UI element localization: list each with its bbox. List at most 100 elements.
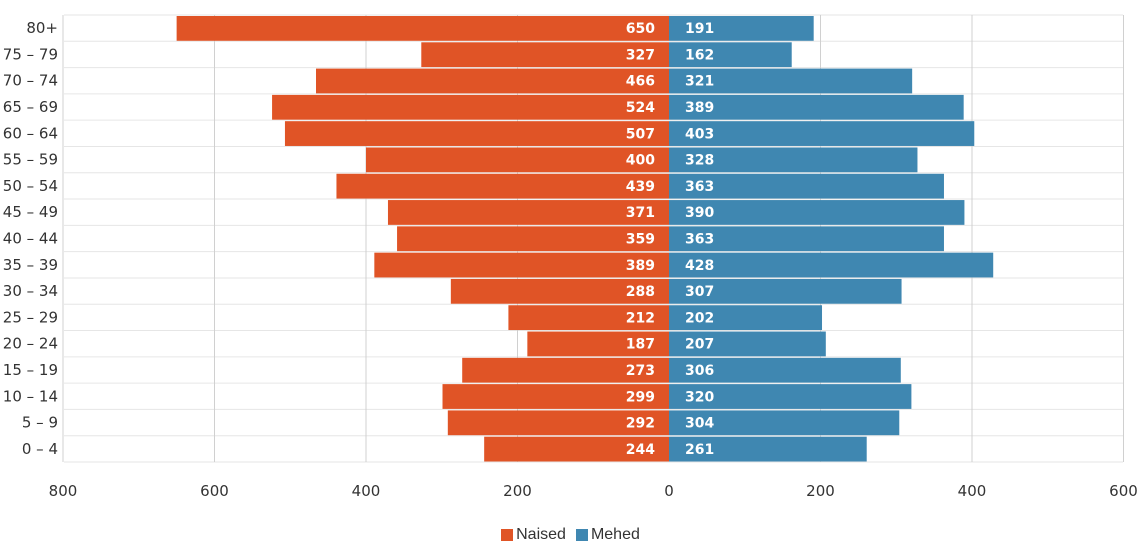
bar-mehed — [669, 200, 965, 225]
category-label: 10 – 14 — [3, 387, 58, 405]
data-label-mehed: 261 — [685, 442, 714, 458]
data-label-naised: 187 — [626, 337, 655, 353]
bar-naised — [387, 200, 669, 225]
data-label-naised: 650 — [626, 21, 655, 37]
data-label-mehed: 363 — [685, 179, 714, 195]
data-label-naised: 371 — [626, 205, 655, 221]
legend-label-naised: Naised — [516, 526, 566, 543]
data-label-mehed: 321 — [685, 74, 714, 90]
data-label-mehed: 191 — [685, 21, 714, 37]
legend-label-mehed: Mehed — [590, 526, 640, 543]
x-tick-label: 800 — [49, 482, 78, 500]
bar-layer — [176, 16, 994, 462]
bar-mehed — [669, 94, 964, 120]
category-label: 75 – 79 — [3, 45, 58, 63]
bar-mehed — [669, 173, 944, 199]
data-label-naised: 400 — [626, 153, 655, 169]
legend: Naised Mehed — [0, 526, 1141, 544]
x-tick-label: 600 — [200, 482, 229, 500]
data-label-naised: 466 — [626, 74, 655, 90]
bar-naised — [462, 357, 669, 383]
bar-mehed — [669, 410, 900, 436]
category-label: 25 – 29 — [3, 308, 58, 326]
data-label-mehed: 320 — [685, 389, 714, 405]
data-label-naised: 524 — [626, 100, 655, 116]
bar-naised — [272, 94, 669, 120]
category-label: 60 – 64 — [3, 124, 58, 142]
bar-naised — [508, 305, 669, 331]
legend-item-naised[interactable]: Naised — [501, 526, 566, 544]
data-label-naised: 299 — [626, 389, 655, 405]
category-label: 70 – 74 — [3, 72, 58, 90]
data-label-mehed: 363 — [685, 232, 714, 248]
data-label-naised: 439 — [626, 179, 655, 195]
data-label-mehed: 328 — [685, 153, 714, 169]
data-label-mehed: 202 — [685, 310, 714, 326]
bar-naised — [447, 410, 669, 436]
legend-swatch-naised — [501, 529, 514, 541]
category-label: 0 – 4 — [22, 440, 58, 458]
x-tick-label: 400 — [958, 482, 987, 500]
category-label: 55 – 59 — [3, 151, 58, 169]
bar-mehed — [669, 16, 814, 41]
data-label-naised: 212 — [626, 310, 655, 326]
data-label-mehed: 403 — [685, 126, 714, 142]
bar-naised — [316, 68, 669, 94]
category-label: 15 – 19 — [3, 361, 58, 379]
x-tick-layer: 800 600 400 200 0 200 400 600 — [49, 482, 1138, 500]
category-label: 5 – 9 — [22, 414, 58, 432]
x-tick-label: 400 — [352, 482, 381, 500]
data-label-mehed: 428 — [685, 258, 714, 274]
data-label-naised: 292 — [626, 416, 655, 432]
bar-mehed — [669, 331, 826, 357]
data-label-naised: 389 — [626, 258, 655, 274]
bar-mehed — [669, 436, 867, 462]
legend-swatch-mehed — [575, 529, 588, 541]
data-label-layer: 650 191 327 162 466 321 524 389 507 403 400 328 439 3… — [626, 21, 715, 458]
x-tick-label: 200 — [503, 482, 532, 500]
legend-item-mehed[interactable]: Mehed — [575, 526, 640, 544]
bar-naised — [397, 226, 669, 252]
bar-naised — [527, 331, 669, 357]
data-label-mehed: 306 — [685, 363, 714, 379]
data-label-mehed: 389 — [685, 100, 714, 116]
data-label-naised: 273 — [626, 363, 655, 379]
bar-mehed — [669, 278, 902, 304]
data-label-mehed: 207 — [685, 337, 714, 353]
data-label-naised: 288 — [626, 284, 655, 300]
x-tick-label: 200 — [806, 482, 835, 500]
data-label-naised: 327 — [626, 47, 655, 63]
x-tick-label: 0 — [664, 482, 674, 500]
data-label-mehed: 162 — [685, 47, 714, 63]
bar-mehed — [669, 147, 918, 173]
category-label: 30 – 34 — [3, 282, 58, 300]
bar-naised — [421, 42, 669, 68]
bar-naised — [374, 252, 669, 278]
bar-mehed — [669, 226, 944, 252]
category-label: 65 – 69 — [3, 98, 58, 116]
bar-mehed — [669, 121, 975, 146]
category-label: 40 – 44 — [3, 230, 58, 248]
bar-naised — [450, 278, 669, 304]
bar-naised — [442, 384, 669, 409]
x-tick-label: 600 — [1109, 482, 1138, 500]
data-label-mehed: 304 — [685, 416, 714, 432]
category-label: 45 – 49 — [3, 203, 58, 221]
bar-mehed — [669, 68, 913, 94]
category-label-layer: 80+ 75 – 79 70 – 74 65 – 69 60 – 64 55 – 59 50… — [3, 19, 58, 458]
category-label: 80+ — [26, 19, 58, 37]
bar-mehed — [669, 384, 912, 409]
bar-mehed — [669, 305, 823, 331]
data-label-naised: 507 — [626, 126, 655, 142]
data-label-mehed: 390 — [685, 205, 714, 221]
data-label-naised: 359 — [626, 232, 655, 248]
category-label: 50 – 54 — [3, 177, 58, 195]
bar-naised — [484, 436, 669, 462]
bar-naised — [366, 147, 669, 173]
data-label-mehed: 307 — [685, 284, 714, 300]
bar-naised — [176, 16, 669, 41]
bar-naised — [284, 121, 669, 146]
bar-naised — [336, 173, 669, 199]
bar-mehed — [669, 357, 901, 383]
